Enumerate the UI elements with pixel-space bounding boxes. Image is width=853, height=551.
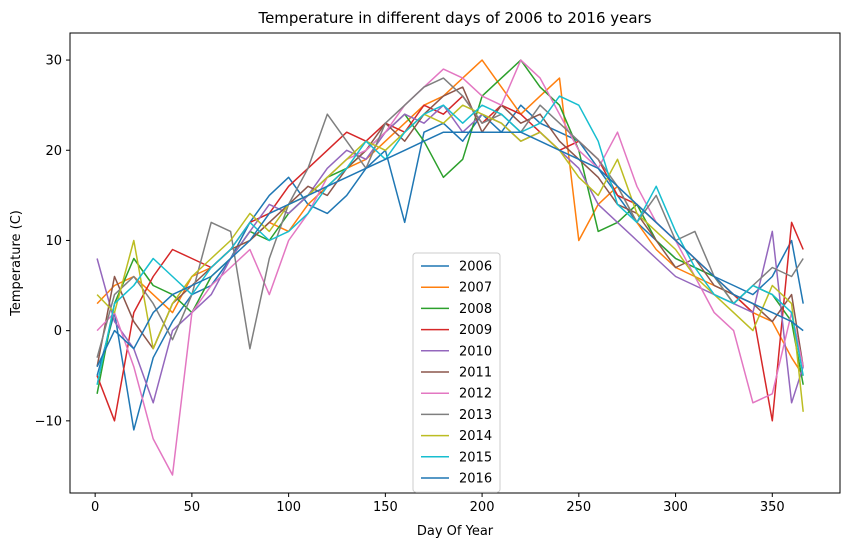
y-tick-label: 30 bbox=[45, 54, 62, 69]
x-ticks: 0 50 100 150 200 250 300 350 bbox=[91, 493, 785, 515]
legend-label-2016: 2016 bbox=[459, 472, 492, 487]
x-tick-label: 0 bbox=[91, 500, 99, 515]
x-tick-label: 150 bbox=[373, 500, 398, 515]
x-axis-label: Day Of Year bbox=[417, 524, 494, 539]
y-tick-label: 0 bbox=[54, 324, 62, 339]
legend-label-2010: 2010 bbox=[459, 344, 492, 359]
x-tick-label: 300 bbox=[663, 500, 688, 515]
legend-label-2013: 2013 bbox=[459, 408, 492, 423]
legend-label-2006: 2006 bbox=[459, 260, 492, 275]
legend-label-2012: 2012 bbox=[459, 387, 492, 402]
legend-label-2011: 2011 bbox=[459, 366, 492, 381]
x-tick-label: 200 bbox=[470, 500, 495, 515]
legend-label-2008: 2008 bbox=[459, 302, 492, 317]
x-tick-label: 250 bbox=[566, 500, 591, 515]
legend-box bbox=[412, 252, 501, 493]
legend: 2006 2007 2008 2009 2010 2011 2012 2013 2014 2015… bbox=[412, 252, 501, 493]
series-line-2015 bbox=[96, 95, 804, 385]
legend-label-2007: 2007 bbox=[459, 281, 492, 296]
chart-title: Temperature in different days of 2006 to… bbox=[257, 9, 651, 27]
y-tick-label: 10 bbox=[45, 234, 62, 249]
legend-label-2014: 2014 bbox=[459, 429, 492, 444]
y-tick-label: −10 bbox=[35, 414, 62, 429]
y-tick-label: 20 bbox=[45, 144, 62, 159]
x-tick-label: 100 bbox=[276, 500, 301, 515]
legend-label-2009: 2009 bbox=[459, 323, 492, 338]
x-tick-label: 50 bbox=[184, 500, 201, 515]
series-line-2016 bbox=[96, 131, 804, 368]
series-line-2012 bbox=[96, 59, 804, 476]
x-tick-label: 350 bbox=[760, 500, 785, 515]
plot-frame bbox=[69, 32, 841, 494]
plot-lines bbox=[96, 59, 804, 476]
y-ticks: −10 0 10 20 30 bbox=[35, 54, 70, 429]
legend-label-2015: 2015 bbox=[459, 450, 492, 465]
y-axis-label: Temperature (C) bbox=[9, 210, 24, 317]
series-line-2013 bbox=[96, 77, 804, 358]
series-line-2010 bbox=[96, 104, 804, 404]
